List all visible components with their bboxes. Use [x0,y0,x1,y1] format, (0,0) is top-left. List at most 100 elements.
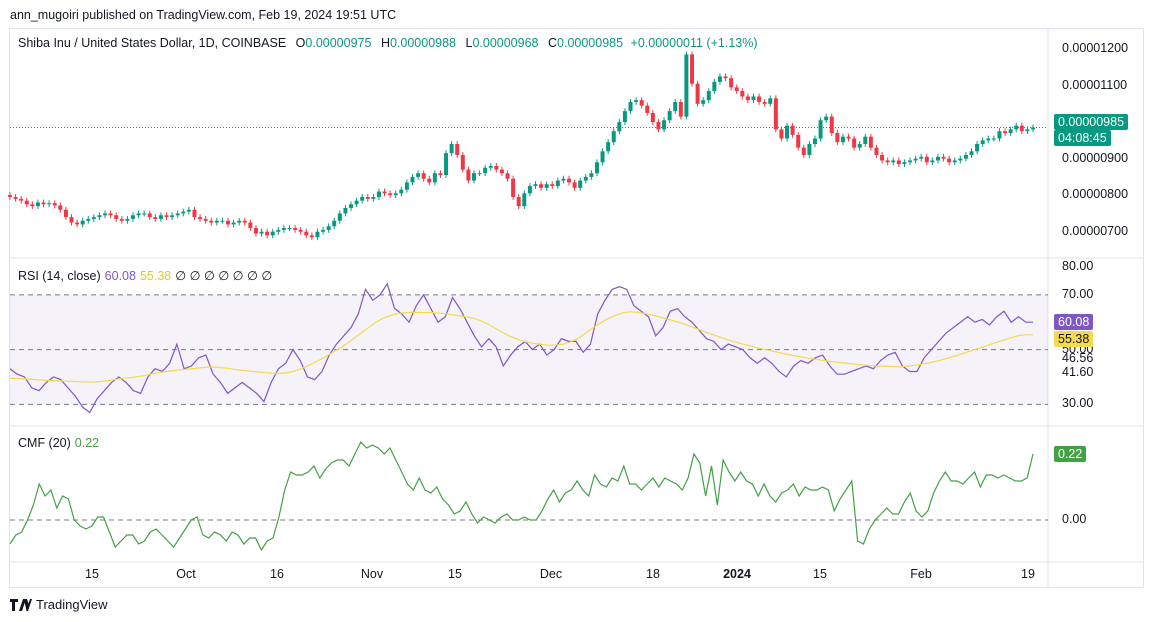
candle-body [511,178,516,197]
candle-body [142,213,147,215]
rsi-na-values: ∅ ∅ ∅ ∅ ∅ ∅ ∅ [175,269,273,283]
candle-body [628,101,633,112]
candle-body [662,120,667,130]
candle-body [896,160,901,165]
candle-body [969,151,974,155]
candle-body [360,197,365,201]
price-tick-label: 0.00000700 [1062,223,1129,238]
candle-body [488,165,493,168]
candle-body [231,222,236,225]
candle-body [421,173,426,179]
countdown-tag: 04:08:45 [1054,129,1111,146]
candle-body [544,184,549,188]
candle-body [723,76,728,79]
low-value: 0.00000968 [472,36,539,50]
candle-body [1008,129,1013,134]
candle-body [393,193,398,196]
candle-body [874,147,879,155]
candle-body [175,213,180,216]
rsi-ma-line [9,311,1033,383]
candle-body [343,207,348,214]
candle-body [567,178,572,183]
candle-body [103,213,108,216]
candle-body [237,220,242,223]
candle-body [527,186,532,194]
time-tick-label: 15 [85,567,99,581]
candle-body [354,200,359,205]
chart-frame [9,28,1144,588]
candle-body [684,54,689,117]
time-tick-label: 16 [270,567,284,581]
time-tick-label: 2024 [723,567,751,581]
candle-body [477,173,482,175]
candle-body [164,215,169,218]
candle-body [891,160,896,163]
time-tick-label: Nov [360,567,384,581]
candle-body [930,160,935,163]
price-tick-label: 0.00000900 [1062,150,1129,165]
candle-body [572,182,577,188]
close-label: C [547,36,558,50]
candle-body [745,96,750,101]
candle-body [712,81,717,91]
candle-body [147,213,152,218]
candle-body [880,154,885,161]
candle-body [293,228,298,230]
candle-body [740,91,745,97]
candle-body [460,154,465,170]
candle-body [908,160,913,163]
candle-body [963,154,968,159]
candle-body [19,198,24,201]
cmf-legend: CMF (20) 0.22 [18,436,99,450]
candle-body [30,204,35,207]
candle-body [13,197,18,199]
candle-body [617,122,622,132]
candle-body [198,217,203,219]
candle-body [371,197,376,199]
candle-body [455,144,460,155]
candle-body [416,173,421,177]
candle-body [594,162,599,174]
last-price-tag: 0.00000985 [1054,113,1129,130]
candle-body [667,111,672,121]
candle-body [807,144,812,155]
candle-body [852,138,857,148]
candle-body [438,173,443,176]
candle-body [114,215,119,219]
candle-body [97,215,102,218]
candle-body [885,160,890,163]
candle-body [281,228,286,230]
candle-body [365,197,370,199]
candle-body [768,98,773,104]
high-label: H [380,36,390,50]
candle-body [505,173,510,179]
candle-body [846,136,851,139]
candle-body [242,220,247,223]
candle-body [941,156,946,159]
candle-body [706,91,711,101]
candle-body [522,193,527,207]
candle-body [214,220,219,223]
candle-body [382,191,387,194]
candle-body [253,228,258,234]
time-tick-label: Feb [910,567,932,581]
candle-body [466,169,471,181]
price-tick-label: 0.00000800 [1062,187,1129,202]
symbol-legend: Shiba Inu / United States Dollar, 1D, CO… [18,36,758,50]
candle-body [399,189,404,194]
candle-body [226,220,231,225]
candle-body [578,180,583,188]
candle-body [812,138,817,144]
candle-body [824,116,829,121]
candle-body [91,217,96,219]
rsi-ma-value: 55.38 [139,269,172,283]
candle-body [75,222,80,225]
tradingview-logo-icon [10,598,32,611]
open-value: 0.00000975 [305,36,372,50]
candle-body [63,209,68,218]
candle-body [947,158,952,163]
candle-body [192,209,197,218]
candle-body [690,54,694,84]
candle-body [958,158,963,161]
